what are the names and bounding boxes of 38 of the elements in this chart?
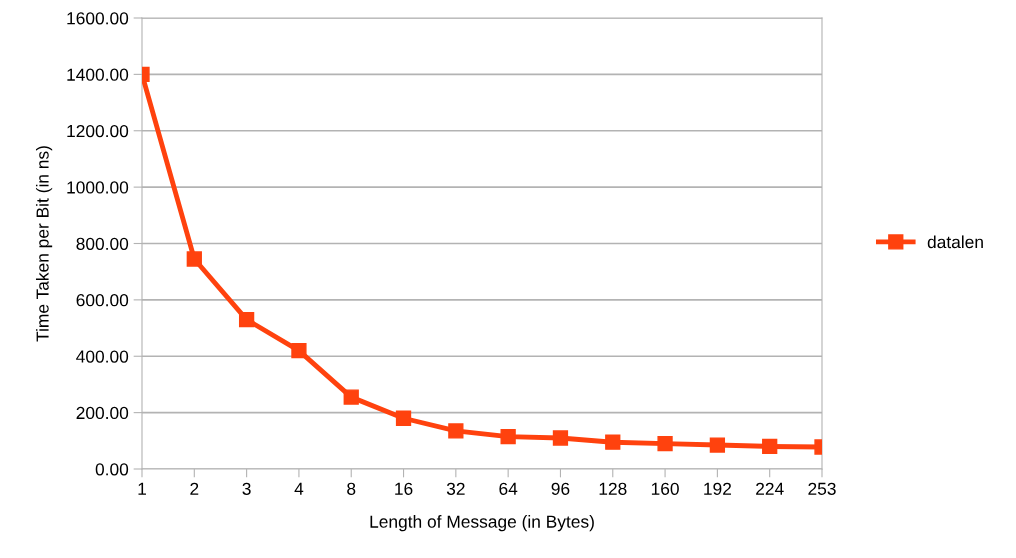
- point: [500, 428, 516, 445]
- point: [291, 342, 307, 359]
- y-tick-label: 600.00: [76, 294, 129, 307]
- x-tick-label: 1: [138, 482, 146, 495]
- x-tick-label: 16: [395, 482, 413, 495]
- y-tick-label: 1400.00: [67, 68, 129, 81]
- y-axis-title: Time Taken per Bit (in ns): [35, 146, 53, 342]
- point: [448, 423, 464, 439]
- point: [238, 311, 255, 328]
- y-tick-label: 400.00: [76, 350, 129, 363]
- x-tick-label: 3: [242, 482, 251, 495]
- x-axis-title: Length of Message (in Bytes): [370, 515, 594, 532]
- y-tick-label: 800.00: [76, 237, 129, 250]
- legend-label: datalen: [927, 235, 983, 249]
- x-tick-label: 253: [808, 482, 836, 495]
- x-tick-label: 128: [599, 482, 627, 495]
- y-tick-label: 0.00: [95, 463, 129, 476]
- x-tick-label: 160: [651, 482, 679, 495]
- x-tick-label: 64: [499, 482, 518, 495]
- point: [552, 430, 569, 446]
- x-tick-label: 96: [551, 482, 570, 495]
- y-tick-label: 1000.00: [67, 181, 129, 194]
- x-tick-label: 4: [294, 482, 304, 495]
- point: [395, 410, 412, 426]
- y-tick-label: 1600.00: [67, 12, 129, 25]
- x-tick-label: 192: [704, 482, 731, 495]
- point: [605, 434, 621, 450]
- y-tick-label: 1200.00: [67, 124, 129, 138]
- point: [709, 437, 726, 453]
- x-tick-label: 8: [347, 482, 356, 495]
- x-tick-label: 32: [446, 482, 465, 495]
- point: [657, 435, 673, 452]
- y-tick-label: 200.00: [76, 406, 129, 420]
- point: [343, 389, 359, 405]
- x-tick-label: 2: [190, 482, 199, 495]
- x-tick-label: 224: [756, 482, 784, 495]
- point: [186, 251, 202, 267]
- point: [762, 438, 778, 455]
